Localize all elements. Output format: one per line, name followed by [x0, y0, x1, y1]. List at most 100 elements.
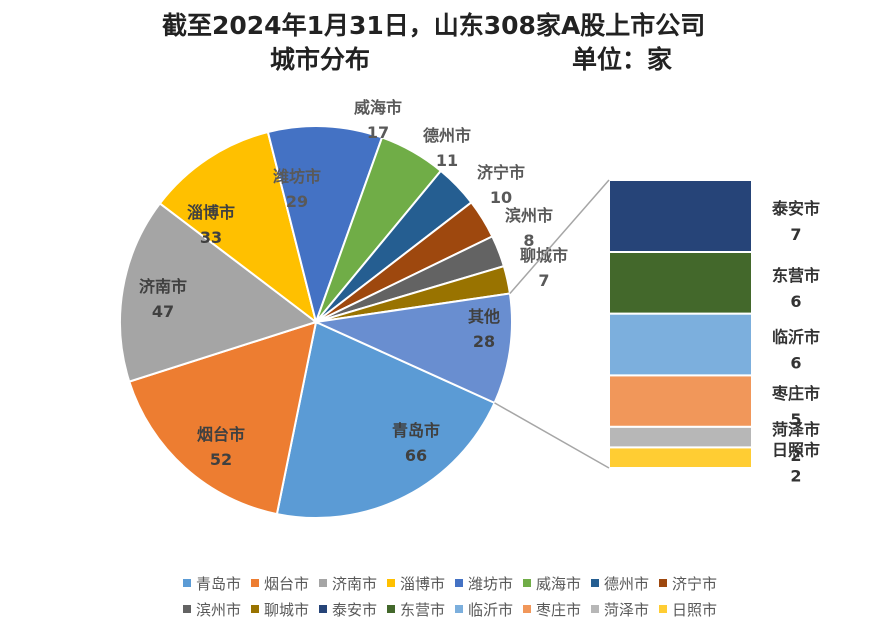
slice-label-value: 33: [200, 228, 222, 247]
legend-label: 威海市: [536, 574, 582, 593]
legend-item: 淄博市: [386, 573, 445, 594]
legend-item: 济南市: [318, 573, 377, 594]
slice-label-name: 德州市: [423, 126, 471, 145]
slice-label-name: 烟台市: [197, 425, 245, 444]
bar-segment: [608, 251, 753, 315]
legend-item: 威海市: [523, 573, 581, 594]
legend-label: 济宁市: [672, 574, 718, 593]
slice-label-name: 威海市: [354, 98, 402, 117]
legend-label: 临沂市: [468, 600, 514, 619]
connector-line-top: [509, 179, 610, 294]
legend-swatch: [250, 579, 259, 587]
bar-label-name: 临沂市: [772, 328, 820, 347]
legend-item: 青岛市: [182, 573, 241, 594]
legend-item: 济宁市: [659, 573, 717, 594]
slice-label-name: 青岛市: [392, 421, 440, 440]
legend-item: 烟台市: [250, 573, 309, 594]
slice-label-value: 7: [538, 271, 549, 290]
bar-label-name: 菏泽市: [772, 420, 820, 439]
legend-swatch: [523, 605, 532, 613]
legend-label: 淄博市: [399, 574, 445, 593]
slice-label-name: 潍坊市: [273, 167, 321, 186]
legend-swatch: [386, 579, 395, 587]
legend-label: 滨州市: [195, 600, 241, 619]
slice-label-value: 28: [473, 332, 495, 351]
legend-item: 泰安市: [318, 599, 377, 620]
bar-label-value: 5: [790, 410, 801, 429]
slice-label-value: 8: [523, 231, 534, 250]
legend-label: 泰安市: [331, 600, 377, 619]
chart-subtitle: 城市分布: [270, 45, 371, 74]
bar-label-name: 日照市: [772, 441, 820, 460]
legend-item: 东营市: [386, 599, 445, 620]
legend-swatch: [386, 605, 395, 613]
slice-label-value: 47: [152, 302, 174, 321]
pie-slice: [119, 202, 319, 383]
connector-line-bottom: [494, 402, 610, 469]
unit-label: 单位：家: [572, 45, 673, 74]
legend-label: 青岛市: [195, 574, 241, 593]
legend-label: 东营市: [399, 600, 445, 619]
legend-swatch: [318, 579, 327, 587]
pie-slice: [275, 320, 496, 519]
pie-slice: [158, 130, 318, 325]
legend-item: 滨州市: [182, 599, 241, 620]
legend-label: 聊城市: [263, 600, 309, 619]
slice-label-name: 济宁市: [477, 163, 525, 182]
bar-label-name: 枣庄市: [771, 384, 820, 403]
pie-slice: [128, 320, 318, 516]
slice-label-name: 滨州市: [505, 206, 553, 225]
bar-segment: [608, 374, 753, 428]
legend: 青岛市 烟台市 济南市 淄博市 潍坊市 威海市 德州市 济宁市滨州市 聊城市 泰安市 东营市 临沂市 枣…: [120, 570, 780, 622]
bar-label-name: 泰安市: [771, 199, 820, 218]
legend-label: 烟台市: [263, 574, 309, 593]
legend-swatch: [523, 579, 532, 587]
slice-label-name: 其他: [468, 307, 500, 326]
legend-item: 菏泽市: [591, 599, 649, 620]
legend-item: 潍坊市: [455, 573, 513, 594]
legend-swatch: [659, 579, 668, 587]
bar-segment: [608, 425, 753, 449]
legend-label: 菏泽市: [604, 600, 650, 619]
legend-swatch: [455, 579, 463, 587]
bar-label-value: 6: [790, 292, 801, 311]
legend-label: 济南市: [331, 574, 377, 593]
bar-segment: [608, 312, 753, 377]
pie-slice-other: [312, 292, 513, 405]
slice-label-value: 52: [210, 450, 232, 469]
slice-label-name: 淄博市: [187, 203, 235, 222]
bar-label-value: 2: [790, 446, 801, 465]
bar-segment: [608, 446, 753, 469]
legend-swatch: [591, 605, 600, 613]
bar-label-value: 6: [790, 354, 801, 373]
chart-title: 截至2024年1月31日，山东308家A股上市公司: [162, 11, 706, 40]
bar-label-value: 7: [790, 225, 801, 244]
slice-label-name: 济南市: [139, 277, 187, 296]
legend-label: 德州市: [604, 574, 650, 593]
slice-label-value: 66: [405, 446, 427, 465]
bar-label-name: 东营市: [772, 266, 820, 285]
legend-item: 枣庄市: [523, 599, 581, 620]
slice-label-value: 11: [436, 151, 458, 170]
legend-item: 德州市: [591, 573, 649, 594]
bar-label-value: 2: [790, 467, 801, 486]
legend-item: 聊城市: [250, 599, 309, 620]
slice-label-value: 10: [490, 188, 512, 207]
legend-swatch: [591, 579, 600, 587]
legend-row: 滨州市 聊城市 泰安市 东营市 临沂市 枣庄市 菏泽市 日照市: [120, 596, 780, 622]
slice-label-value: 17: [367, 123, 389, 142]
legend-label: 潍坊市: [468, 574, 514, 593]
legend-swatch: [182, 605, 191, 613]
bar-segment: [608, 179, 753, 253]
legend-swatch: [250, 605, 259, 613]
slice-label-value: 29: [286, 192, 308, 211]
legend-item: 日照市: [659, 599, 717, 620]
legend-item: 临沂市: [455, 599, 513, 620]
legend-row: 青岛市 烟台市 济南市 淄博市 潍坊市 威海市 德州市 济宁市: [120, 570, 780, 596]
pie-slice: [266, 125, 384, 326]
legend-swatch: [455, 605, 463, 613]
legend-swatch: [659, 605, 668, 613]
legend-swatch: [318, 605, 327, 613]
